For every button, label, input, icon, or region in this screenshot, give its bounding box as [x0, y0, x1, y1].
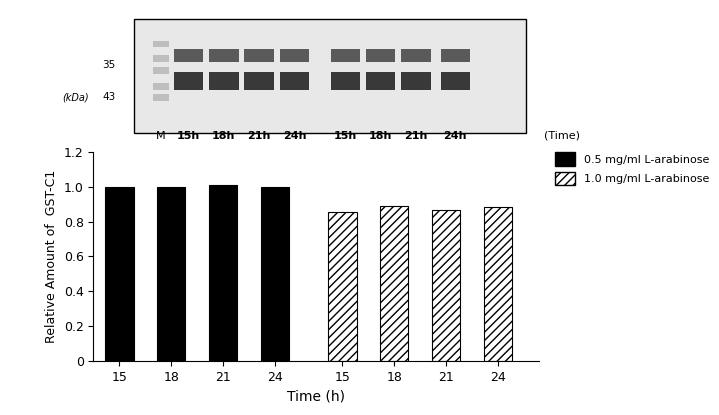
Bar	[209, 73, 239, 90]
Bar	[153, 94, 169, 101]
Bar	[366, 49, 395, 62]
Bar	[366, 73, 395, 90]
Text: M: M	[156, 131, 166, 141]
Bar	[244, 73, 274, 90]
Bar	[260, 187, 289, 361]
Text: 24h: 24h	[283, 131, 306, 141]
Bar	[483, 207, 512, 361]
Bar	[431, 210, 460, 361]
Bar	[441, 49, 470, 62]
Bar	[134, 19, 526, 133]
Bar	[401, 73, 431, 90]
Text: 35: 35	[102, 60, 116, 70]
Bar	[380, 206, 408, 361]
Bar	[331, 73, 360, 90]
Text: 18h: 18h	[369, 131, 393, 141]
Bar	[244, 49, 274, 62]
Bar	[105, 187, 134, 361]
Bar	[174, 49, 203, 62]
Text: 15h: 15h	[334, 131, 357, 141]
X-axis label: Time (h): Time (h)	[288, 389, 345, 403]
Bar	[157, 187, 186, 361]
Bar	[153, 83, 169, 90]
Bar	[328, 212, 357, 361]
Text: 18h: 18h	[212, 131, 236, 141]
Bar	[209, 49, 239, 62]
Text: 24h: 24h	[444, 131, 467, 141]
Text: 43: 43	[102, 93, 116, 103]
Text: (kDa): (kDa)	[63, 93, 89, 103]
Point	[462, 0, 471, 5]
Bar	[209, 185, 237, 361]
Bar	[401, 49, 431, 62]
Bar	[153, 67, 169, 73]
Text: 15h: 15h	[177, 131, 200, 141]
Text: (Time): (Time)	[544, 131, 580, 141]
Bar	[174, 73, 203, 90]
Point	[302, 0, 311, 5]
Text: 21h: 21h	[247, 131, 271, 141]
Point	[335, 0, 344, 5]
Text: 21h: 21h	[404, 131, 428, 141]
Bar	[153, 41, 169, 47]
Legend: 0.5 mg/ml L-arabinose, 1.0 mg/ml L-arabinose: 0.5 mg/ml L-arabinose, 1.0 mg/ml L-arabi…	[549, 147, 715, 190]
Y-axis label: Relative Amount of  GST-C1: Relative Amount of GST-C1	[45, 170, 58, 343]
Bar	[331, 49, 360, 62]
Bar	[441, 73, 470, 90]
Bar	[280, 73, 309, 90]
Bar	[280, 49, 309, 62]
Bar	[153, 56, 169, 62]
Point	[180, 0, 189, 5]
